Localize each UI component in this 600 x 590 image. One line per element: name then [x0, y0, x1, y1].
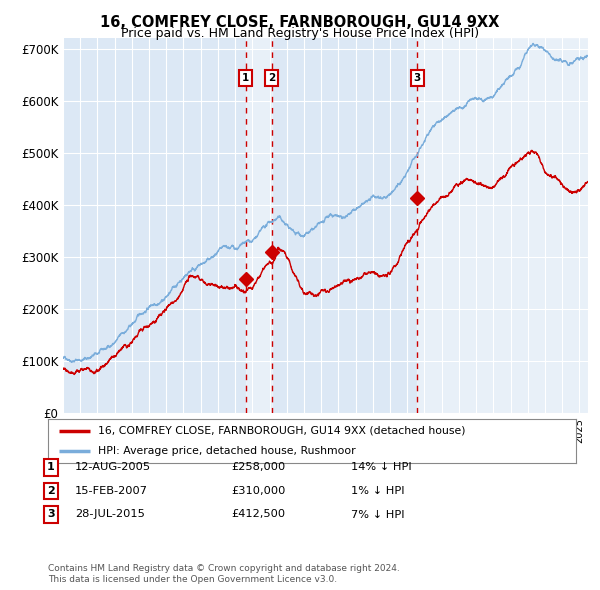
Text: 3: 3: [413, 73, 421, 83]
Text: 1: 1: [242, 73, 250, 83]
Text: £412,500: £412,500: [231, 510, 285, 519]
Text: 12-AUG-2005: 12-AUG-2005: [75, 463, 151, 472]
Text: 2: 2: [47, 486, 55, 496]
Bar: [245, 38, 272, 413]
Text: 2: 2: [268, 73, 275, 83]
Text: £310,000: £310,000: [231, 486, 286, 496]
Text: 7% ↓ HPI: 7% ↓ HPI: [351, 510, 404, 519]
Text: £258,000: £258,000: [231, 463, 285, 472]
Text: This data is licensed under the Open Government Licence v3.0.: This data is licensed under the Open Gov…: [48, 575, 337, 584]
Text: Price paid vs. HM Land Registry's House Price Index (HPI): Price paid vs. HM Land Registry's House …: [121, 27, 479, 40]
Text: 15-FEB-2007: 15-FEB-2007: [75, 486, 148, 496]
Text: 14% ↓ HPI: 14% ↓ HPI: [351, 463, 412, 472]
Text: 1% ↓ HPI: 1% ↓ HPI: [351, 486, 404, 496]
Text: 16, COMFREY CLOSE, FARNBOROUGH, GU14 9XX (detached house): 16, COMFREY CLOSE, FARNBOROUGH, GU14 9XX…: [98, 426, 466, 436]
Text: 28-JUL-2015: 28-JUL-2015: [75, 510, 145, 519]
Text: Contains HM Land Registry data © Crown copyright and database right 2024.: Contains HM Land Registry data © Crown c…: [48, 565, 400, 573]
Bar: [417, 38, 588, 413]
Text: 1: 1: [47, 463, 55, 472]
Text: 16, COMFREY CLOSE, FARNBOROUGH, GU14 9XX: 16, COMFREY CLOSE, FARNBOROUGH, GU14 9XX: [100, 15, 500, 30]
Text: HPI: Average price, detached house, Rushmoor: HPI: Average price, detached house, Rush…: [98, 446, 356, 456]
Text: 3: 3: [47, 510, 55, 519]
